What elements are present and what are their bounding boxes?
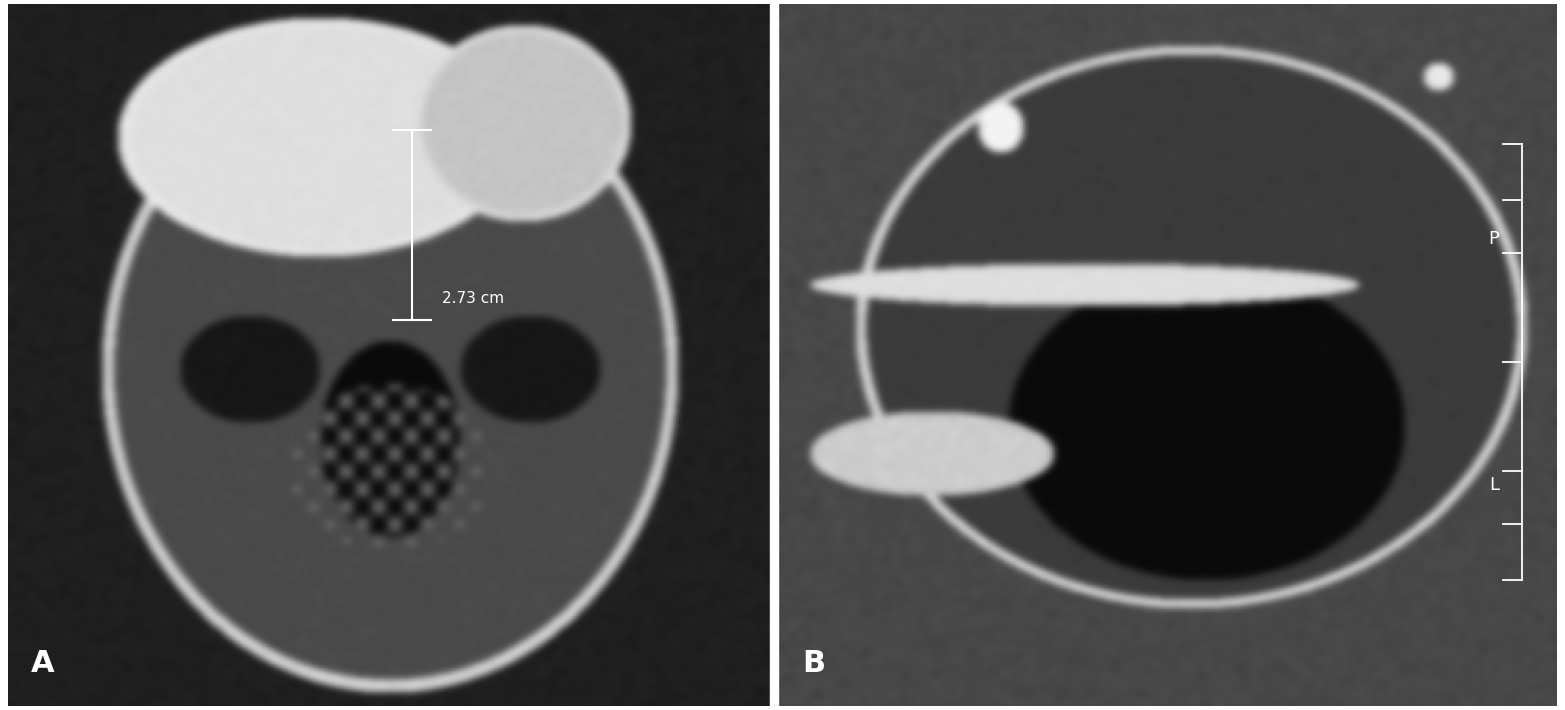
- Text: A: A: [31, 650, 55, 678]
- Text: L: L: [1488, 476, 1499, 494]
- Text: 2.73 cm: 2.73 cm: [443, 291, 504, 306]
- Text: P: P: [1488, 230, 1499, 248]
- Text: B: B: [803, 650, 826, 678]
